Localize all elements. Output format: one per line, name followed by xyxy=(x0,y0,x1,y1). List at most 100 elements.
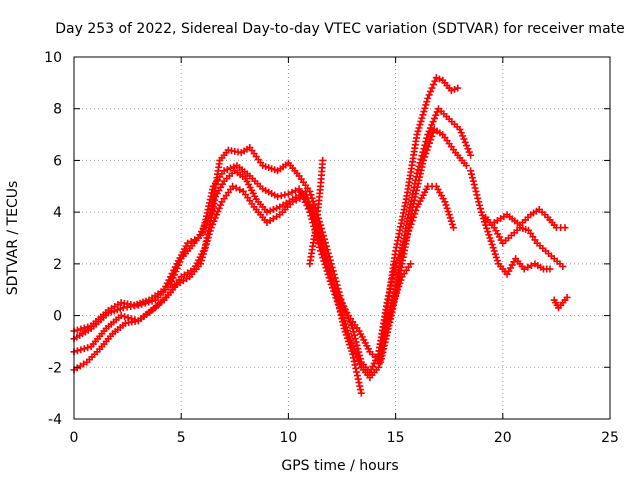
data-point xyxy=(524,263,532,271)
data-point xyxy=(406,224,414,232)
series-track-4 xyxy=(70,182,365,397)
data-point xyxy=(316,229,324,237)
y-tick-label: 6 xyxy=(53,153,62,169)
data-point xyxy=(475,198,483,206)
data-point xyxy=(405,227,413,235)
data-point xyxy=(476,205,484,213)
data-point xyxy=(412,206,420,214)
data-point xyxy=(353,353,361,361)
data-point xyxy=(203,237,211,245)
data-point xyxy=(171,271,178,279)
data-point xyxy=(383,322,391,330)
data-point xyxy=(468,174,476,182)
data-point xyxy=(77,346,85,354)
grid xyxy=(74,57,610,419)
data-point xyxy=(402,234,410,242)
data-point xyxy=(482,221,490,229)
x-tick-label: 20 xyxy=(494,430,512,446)
y-tick-label: -2 xyxy=(48,360,62,376)
data-point xyxy=(324,257,332,265)
data-point xyxy=(423,146,431,154)
data-point xyxy=(488,240,496,248)
data-point xyxy=(527,262,535,270)
data-point xyxy=(449,224,457,232)
data-point xyxy=(416,121,424,129)
data-point xyxy=(407,220,415,228)
data-point xyxy=(424,131,432,139)
data-point xyxy=(392,292,400,300)
data-point xyxy=(463,142,471,150)
data-point xyxy=(423,134,431,142)
data-point xyxy=(471,184,479,192)
data-point xyxy=(232,184,240,192)
data-point xyxy=(351,335,359,343)
series-track-2 xyxy=(70,105,475,382)
data-point xyxy=(409,213,417,221)
series-track-8 xyxy=(467,167,554,278)
data-point xyxy=(460,135,468,143)
data-point xyxy=(310,210,318,218)
data-point xyxy=(400,240,408,248)
data-point xyxy=(472,187,480,195)
data-point xyxy=(384,319,392,327)
data-point xyxy=(199,250,207,258)
data-point xyxy=(77,325,85,333)
data-point xyxy=(469,177,477,185)
data-point xyxy=(302,187,310,195)
data-point xyxy=(420,145,428,153)
data-point xyxy=(346,341,354,349)
data-point xyxy=(386,312,394,320)
data-point xyxy=(292,196,300,204)
data-point xyxy=(201,243,209,251)
series-track-11 xyxy=(550,293,571,312)
data-point xyxy=(425,139,433,147)
data-point xyxy=(398,244,406,252)
data-point xyxy=(215,204,223,212)
data-point xyxy=(484,228,492,236)
data-point xyxy=(281,191,289,199)
data-point xyxy=(173,264,181,272)
data-point xyxy=(296,194,304,202)
y-tick-label: 8 xyxy=(53,102,62,118)
data-point xyxy=(419,156,427,164)
data-point xyxy=(464,145,472,153)
data-point xyxy=(355,348,363,356)
data-point xyxy=(269,206,277,214)
data-point xyxy=(184,239,192,247)
x-tick-label: 0 xyxy=(70,430,79,446)
data-point xyxy=(397,276,405,284)
data-point xyxy=(229,182,237,190)
data-point xyxy=(145,298,153,306)
data-point xyxy=(220,167,228,175)
data-point xyxy=(121,313,129,321)
data-point xyxy=(476,201,484,209)
plot-frame xyxy=(73,56,611,420)
data-point xyxy=(168,277,176,285)
data-point xyxy=(451,85,459,93)
data-point xyxy=(317,233,325,241)
data-point xyxy=(559,262,567,270)
data-point xyxy=(425,91,433,99)
data-point xyxy=(213,211,221,219)
data-point xyxy=(354,345,362,353)
data-point xyxy=(396,279,404,287)
data-point xyxy=(414,127,422,135)
data-point xyxy=(470,181,478,189)
data-point xyxy=(357,389,365,397)
data-point xyxy=(227,164,235,172)
data-point xyxy=(395,282,403,290)
x-tick-label: 10 xyxy=(279,430,297,446)
data-point xyxy=(492,253,500,261)
data-point xyxy=(413,131,421,139)
data-point xyxy=(325,260,333,268)
data-point xyxy=(354,356,362,364)
data-point xyxy=(211,214,219,222)
data-point xyxy=(487,237,495,245)
data-point xyxy=(442,201,450,209)
data-point xyxy=(273,204,281,212)
data-point xyxy=(196,260,204,268)
data-point xyxy=(340,325,348,332)
data-point xyxy=(389,302,397,310)
data-point xyxy=(436,75,444,83)
data-point xyxy=(493,257,501,265)
